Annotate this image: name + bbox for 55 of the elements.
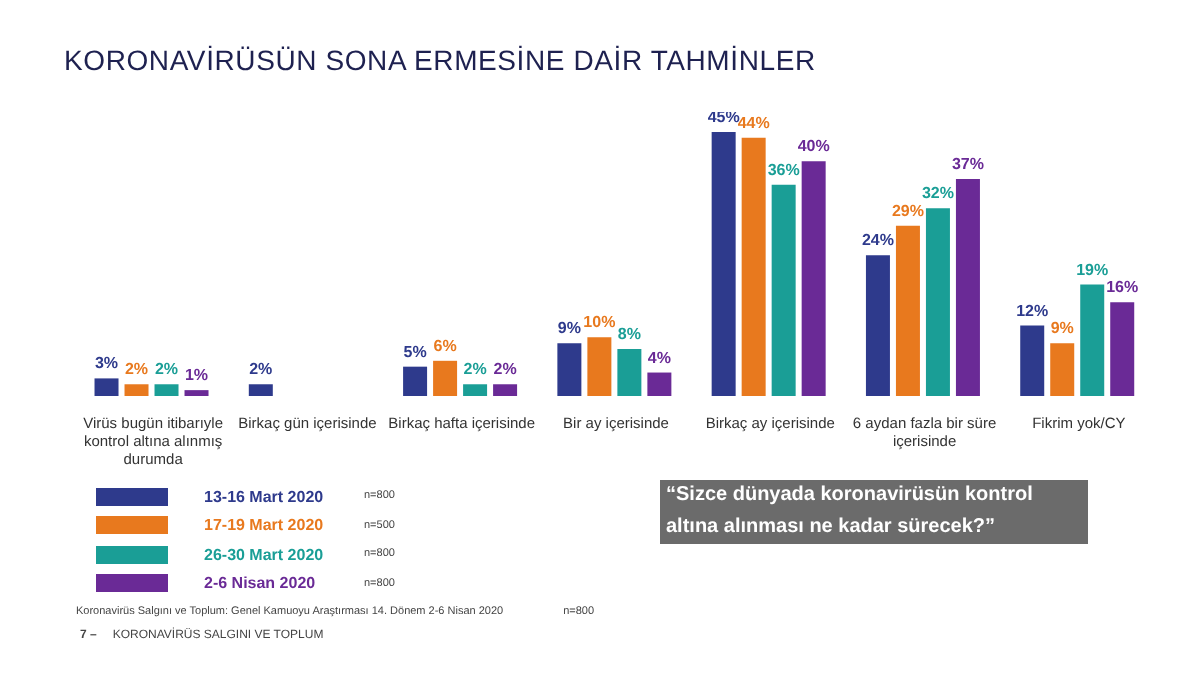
data-label: 19%: [1076, 260, 1109, 279]
bar: [94, 378, 119, 396]
data-label: 44%: [737, 113, 770, 132]
data-label: 5%: [403, 342, 427, 361]
data-label: 10%: [583, 313, 616, 332]
data-label: 9%: [1050, 319, 1074, 338]
bar: [1050, 343, 1075, 396]
bar: [124, 384, 149, 396]
legend-label: 2-6 Nisan 2020: [204, 574, 318, 593]
bar: [433, 360, 458, 396]
legend-label: 26-30 Mart 2020: [204, 545, 326, 564]
bar: [493, 384, 518, 396]
bar: [1080, 284, 1105, 396]
bar: [184, 390, 209, 396]
bar: [403, 366, 428, 396]
data-label: 2%: [493, 360, 517, 379]
data-label: 12%: [1016, 301, 1049, 320]
data-label: 8%: [617, 325, 641, 344]
bar: [801, 161, 826, 396]
text: “Sizce dünyada koronavirüsün kontrol altına alınması ne kadar sürecek?”: [660, 480, 1088, 544]
data-label: 4%: [647, 348, 671, 367]
data-label: 16%: [1106, 278, 1139, 297]
data-label: 37%: [951, 154, 984, 173]
data-label: 2%: [463, 360, 487, 379]
bar: [557, 343, 582, 396]
data-label: 32%: [921, 184, 954, 203]
bar: [925, 208, 950, 396]
bar: [154, 384, 179, 396]
chart-title: KORONAVİRÜSÜN SONA ERMESİNE DAİR TAHMİNLER: [64, 44, 816, 76]
bar: [587, 337, 612, 396]
bar: [895, 225, 920, 396]
data-label: 40%: [797, 137, 830, 156]
bar: [1020, 325, 1045, 396]
bar: [955, 178, 980, 396]
data-label: 36%: [767, 160, 800, 179]
bar: [617, 349, 642, 396]
bar: [647, 372, 672, 396]
data-label: 2%: [249, 360, 273, 379]
data-label: 1%: [184, 366, 209, 385]
data-label: 3%: [94, 354, 119, 373]
bar: [1110, 302, 1135, 396]
bar: [741, 137, 766, 396]
legend-label: 13-16 Mart 2020: [204, 487, 326, 506]
data-label: 2%: [124, 360, 149, 379]
data-label: 24%: [861, 231, 894, 250]
legend-label: 17-19 Mart 2020: [204, 516, 326, 535]
data-label: 29%: [891, 201, 924, 220]
data-label: 9%: [557, 319, 581, 338]
bar: [463, 384, 488, 396]
data-label: 6%: [433, 336, 457, 355]
bar: [771, 184, 796, 396]
bar: [711, 132, 736, 396]
data-label: 2%: [154, 360, 179, 379]
bar: [248, 384, 273, 396]
bar: [865, 255, 890, 396]
